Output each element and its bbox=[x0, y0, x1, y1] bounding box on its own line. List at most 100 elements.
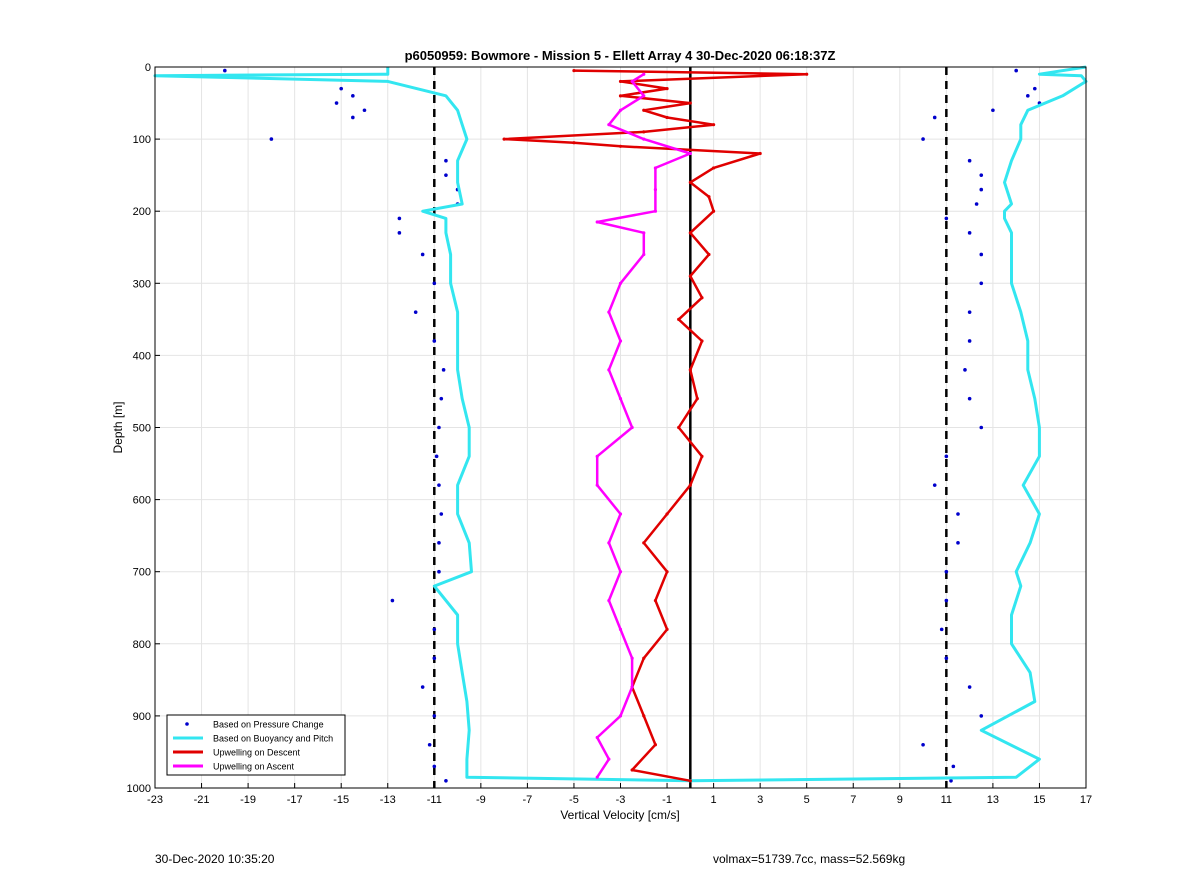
upwelling-on-ascent-point bbox=[618, 714, 623, 718]
x-tick-label: 15 bbox=[1033, 794, 1045, 806]
upwelling-on-descent-point bbox=[805, 72, 809, 76]
upwelling-on-descent-point bbox=[665, 512, 669, 516]
based-on-pressure-change-point bbox=[441, 368, 446, 372]
x-tick-label: 7 bbox=[850, 794, 856, 806]
x-tick-label: -19 bbox=[240, 794, 256, 806]
upwelling-on-ascent-point bbox=[642, 94, 646, 98]
upwelling-on-descent-point bbox=[700, 454, 704, 458]
based-on-pressure-change-point bbox=[269, 137, 274, 141]
based-on-pressure-change-point bbox=[979, 714, 984, 718]
upwelling-on-descent-point bbox=[642, 130, 646, 134]
upwelling-on-descent-point bbox=[688, 101, 692, 105]
upwelling-on-ascent-point bbox=[595, 483, 599, 487]
x-tick-label: -15 bbox=[333, 794, 349, 806]
upwelling-on-ascent-point bbox=[618, 108, 623, 112]
footer-timestamp: 30-Dec-2020 10:35:20 bbox=[155, 852, 275, 866]
upwelling-on-descent-point bbox=[642, 714, 646, 718]
upwelling-on-descent-point bbox=[618, 144, 623, 148]
x-tick-label: 17 bbox=[1080, 794, 1092, 806]
legend-label: Upwelling on Descent bbox=[213, 748, 301, 758]
based-on-pressure-change-point bbox=[932, 115, 937, 120]
grid bbox=[154, 66, 1087, 789]
based-on-pressure-change-point bbox=[427, 742, 432, 747]
based-on-pressure-change-point bbox=[979, 187, 984, 192]
y-tick-label: 900 bbox=[133, 711, 151, 723]
upwelling-on-ascent-point bbox=[618, 570, 623, 574]
y-tick-label: 500 bbox=[133, 423, 151, 435]
series-layer bbox=[153, 65, 1088, 783]
upwelling-on-ascent-point bbox=[595, 454, 599, 458]
x-tick-label: -21 bbox=[194, 794, 210, 806]
upwelling-on-descent-point bbox=[502, 137, 506, 141]
based-on-pressure-change-point bbox=[967, 231, 972, 235]
upwelling-on-descent-point bbox=[665, 115, 669, 120]
upwelling-on-ascent-point bbox=[618, 397, 623, 401]
upwelling-on-descent-point bbox=[695, 397, 699, 401]
x-tick-label: -7 bbox=[523, 794, 533, 806]
based-on-pressure-change-point bbox=[951, 764, 956, 769]
based-on-pressure-change-point bbox=[979, 281, 984, 286]
based-on-pressure-change-point bbox=[967, 310, 972, 314]
based-on-pressure-change-point bbox=[956, 541, 960, 545]
upwelling-on-descent-point bbox=[707, 195, 711, 199]
upwelling-on-ascent-point bbox=[642, 137, 646, 141]
based-on-pressure-change-point bbox=[944, 569, 949, 574]
based-on-pressure-change-point bbox=[432, 764, 437, 769]
based-on-pressure-change-point bbox=[944, 216, 949, 221]
based-on-pressure-change-point bbox=[432, 714, 437, 718]
upwelling-on-descent-point bbox=[758, 151, 762, 156]
based-on-pressure-change-point bbox=[334, 101, 339, 105]
upwelling-on-ascent-point bbox=[653, 166, 658, 170]
x-tick-label: 9 bbox=[897, 794, 903, 806]
based-on-pressure-change-point bbox=[939, 627, 944, 632]
upwelling-on-descent-point bbox=[665, 627, 669, 631]
x-tick-label: -23 bbox=[147, 794, 163, 806]
upwelling-on-descent-point bbox=[653, 743, 658, 747]
y-tick-label: 1000 bbox=[127, 783, 151, 795]
based-on-pressure-change-point bbox=[979, 173, 984, 177]
upwelling-on-descent-point bbox=[688, 274, 692, 278]
based-on-pressure-change-point bbox=[444, 158, 448, 163]
based-on-pressure-change-point bbox=[949, 778, 953, 783]
based-on-pressure-change-point bbox=[932, 483, 937, 487]
based-on-pressure-change-point bbox=[956, 512, 960, 516]
based-on-pressure-change-point bbox=[944, 454, 949, 459]
upwelling-on-ascent-point bbox=[607, 598, 611, 603]
upwelling-on-descent-point bbox=[688, 231, 692, 235]
based-on-pressure-change-point bbox=[944, 598, 949, 603]
upwelling-on-ascent-point bbox=[630, 685, 634, 689]
x-tick-label: -11 bbox=[427, 794, 442, 806]
upwelling-on-descent-point bbox=[572, 69, 576, 73]
based-on-pressure-change-point bbox=[1032, 86, 1037, 91]
y-tick-label: 400 bbox=[133, 350, 151, 362]
x-axis-label: Vertical Velocity [cm/s] bbox=[560, 808, 679, 822]
based-on-pressure-change-point bbox=[967, 158, 972, 163]
based-on-pressure-change-point bbox=[437, 425, 441, 430]
based-on-pressure-change-point bbox=[420, 685, 425, 689]
legend: Based on Pressure Change Based on Buoyanc… bbox=[166, 714, 346, 776]
based-on-pressure-change-point bbox=[432, 656, 437, 661]
based-on-pressure-change-point bbox=[967, 685, 972, 689]
y-tick-label: 0 bbox=[145, 62, 151, 74]
upwelling-on-ascent-point bbox=[618, 281, 623, 285]
upwelling-on-descent-point bbox=[665, 87, 669, 91]
reference-lines bbox=[433, 67, 948, 788]
upwelling-on-ascent-line bbox=[595, 73, 692, 778]
based-on-buoyancy-and-pitch-line-right bbox=[690, 65, 1088, 783]
based-on-pressure-change-point bbox=[979, 252, 984, 257]
upwelling-on-ascent-point bbox=[653, 187, 658, 192]
upwelling-on-ascent-point bbox=[630, 425, 634, 430]
upwelling-on-ascent-point bbox=[607, 541, 611, 545]
based-on-pressure-change-point bbox=[223, 68, 227, 73]
based-on-pressure-change-point bbox=[397, 216, 402, 221]
legend-label: Upwelling on Ascent bbox=[213, 762, 295, 772]
upwelling-on-ascent-point bbox=[642, 252, 646, 257]
based-on-pressure-change-point bbox=[432, 281, 437, 286]
based-on-pressure-change-point bbox=[351, 115, 355, 120]
based-on-pressure-change-point bbox=[439, 512, 444, 516]
upwelling-on-descent-point bbox=[712, 123, 716, 127]
based-on-pressure-change-point bbox=[413, 310, 418, 314]
upwelling-on-ascent-point bbox=[607, 368, 611, 372]
based-on-pressure-change-point bbox=[420, 252, 425, 257]
